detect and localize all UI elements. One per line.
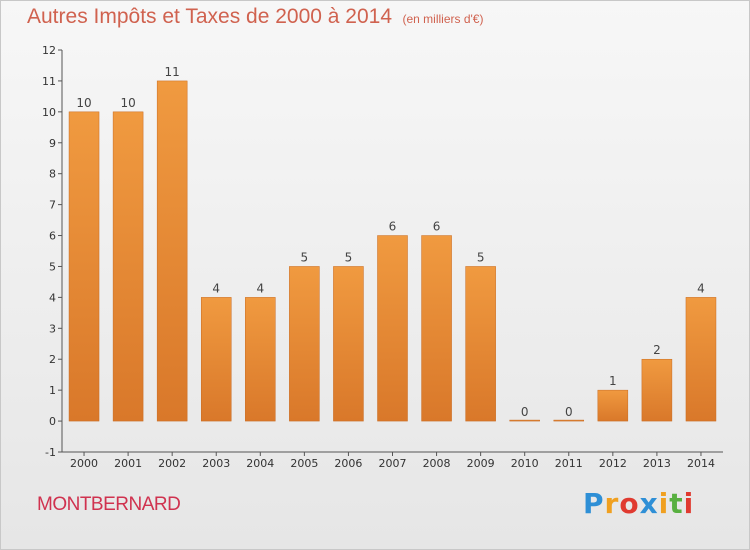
logo-letter: i (658, 487, 670, 520)
y-tick-label: 12 (42, 44, 56, 57)
x-tick-label-2014: 2014 (687, 457, 715, 470)
x-tick-label-2010: 2010 (511, 457, 539, 470)
y-tick-label: 3 (49, 322, 56, 335)
bar-2014 (685, 297, 717, 422)
x-tick-label-2001: 2001 (114, 457, 142, 470)
bar-2011 (553, 419, 585, 422)
data-label-2011: 0 (565, 405, 573, 419)
y-tick-label: 5 (49, 260, 56, 273)
data-label-2014: 4 (697, 281, 705, 295)
bar-2005 (289, 266, 320, 422)
logo-letter: t (669, 487, 684, 520)
x-tick-label-2003: 2003 (202, 457, 230, 470)
bar-2004 (245, 297, 276, 422)
y-tick-label: -1 (45, 446, 56, 459)
bar-2007 (377, 235, 408, 422)
data-label-2002: 11 (165, 65, 180, 79)
y-tick-label: 0 (49, 415, 56, 428)
x-tick-label-2000: 2000 (70, 457, 98, 470)
y-tick-label: 6 (49, 230, 56, 243)
logo-letter: r (604, 487, 620, 520)
logo-letter: o (619, 487, 640, 520)
bar-2001 (112, 111, 144, 422)
logo-letter: i (683, 487, 695, 520)
x-tick-label-2004: 2004 (246, 457, 274, 470)
data-label-2005: 5 (301, 250, 309, 264)
bar-2008 (421, 235, 452, 422)
chart-subtitle: (en milliers d'€) (402, 12, 484, 26)
data-label-2008: 6 (433, 220, 441, 234)
logo-letter: x (639, 487, 659, 520)
title-row: Autres Impôts et Taxes de 2000 à 2014 (e… (27, 5, 483, 29)
data-label-2004: 4 (256, 281, 264, 295)
bar-2010 (509, 419, 540, 422)
chart-title: Autres Impôts et Taxes de 2000 à 2014 (27, 5, 393, 28)
data-label-2012: 1 (609, 374, 617, 388)
y-tick-label: 11 (42, 75, 56, 88)
y-tick-label: 4 (49, 291, 56, 304)
bar-2000 (68, 111, 100, 422)
data-label-2013: 2 (653, 343, 661, 357)
x-tick-label-2013: 2013 (643, 457, 671, 470)
y-tick-label: 10 (42, 106, 56, 119)
x-tick-label-2006: 2006 (334, 457, 362, 470)
data-label-2007: 6 (389, 220, 397, 234)
x-tick-label-2002: 2002 (158, 457, 186, 470)
data-label-2000: 10 (76, 96, 91, 110)
logo-letter: P (583, 487, 605, 520)
x-tick-label-2011: 2011 (555, 457, 583, 470)
bar-2003 (200, 297, 232, 422)
data-label-2010: 0 (521, 405, 529, 419)
bar-2006 (333, 266, 364, 422)
data-label-2003: 4 (212, 281, 220, 295)
x-tick-label-2012: 2012 (599, 457, 627, 470)
y-tick-label: 2 (49, 353, 56, 366)
x-tick-label-2009: 2009 (467, 457, 495, 470)
proxiti-logo: Proxiti (583, 487, 694, 520)
bar-2002 (156, 80, 188, 422)
x-tick-label-2007: 2007 (379, 457, 407, 470)
y-tick-label: 8 (49, 168, 56, 181)
y-tick-label: 9 (49, 137, 56, 150)
data-label-2001: 10 (120, 96, 135, 110)
x-tick-label-2008: 2008 (423, 457, 451, 470)
bar-2009 (465, 266, 496, 422)
data-label-2009: 5 (477, 250, 485, 264)
y-tick-label: 7 (49, 199, 56, 212)
commune-name: MONTBERNARD (37, 494, 181, 515)
x-tick-label-2005: 2005 (290, 457, 318, 470)
data-label-2006: 5 (345, 250, 353, 264)
bar-2012 (597, 389, 629, 422)
y-tick-label: 1 (49, 384, 56, 397)
bar-2013 (641, 358, 673, 422)
